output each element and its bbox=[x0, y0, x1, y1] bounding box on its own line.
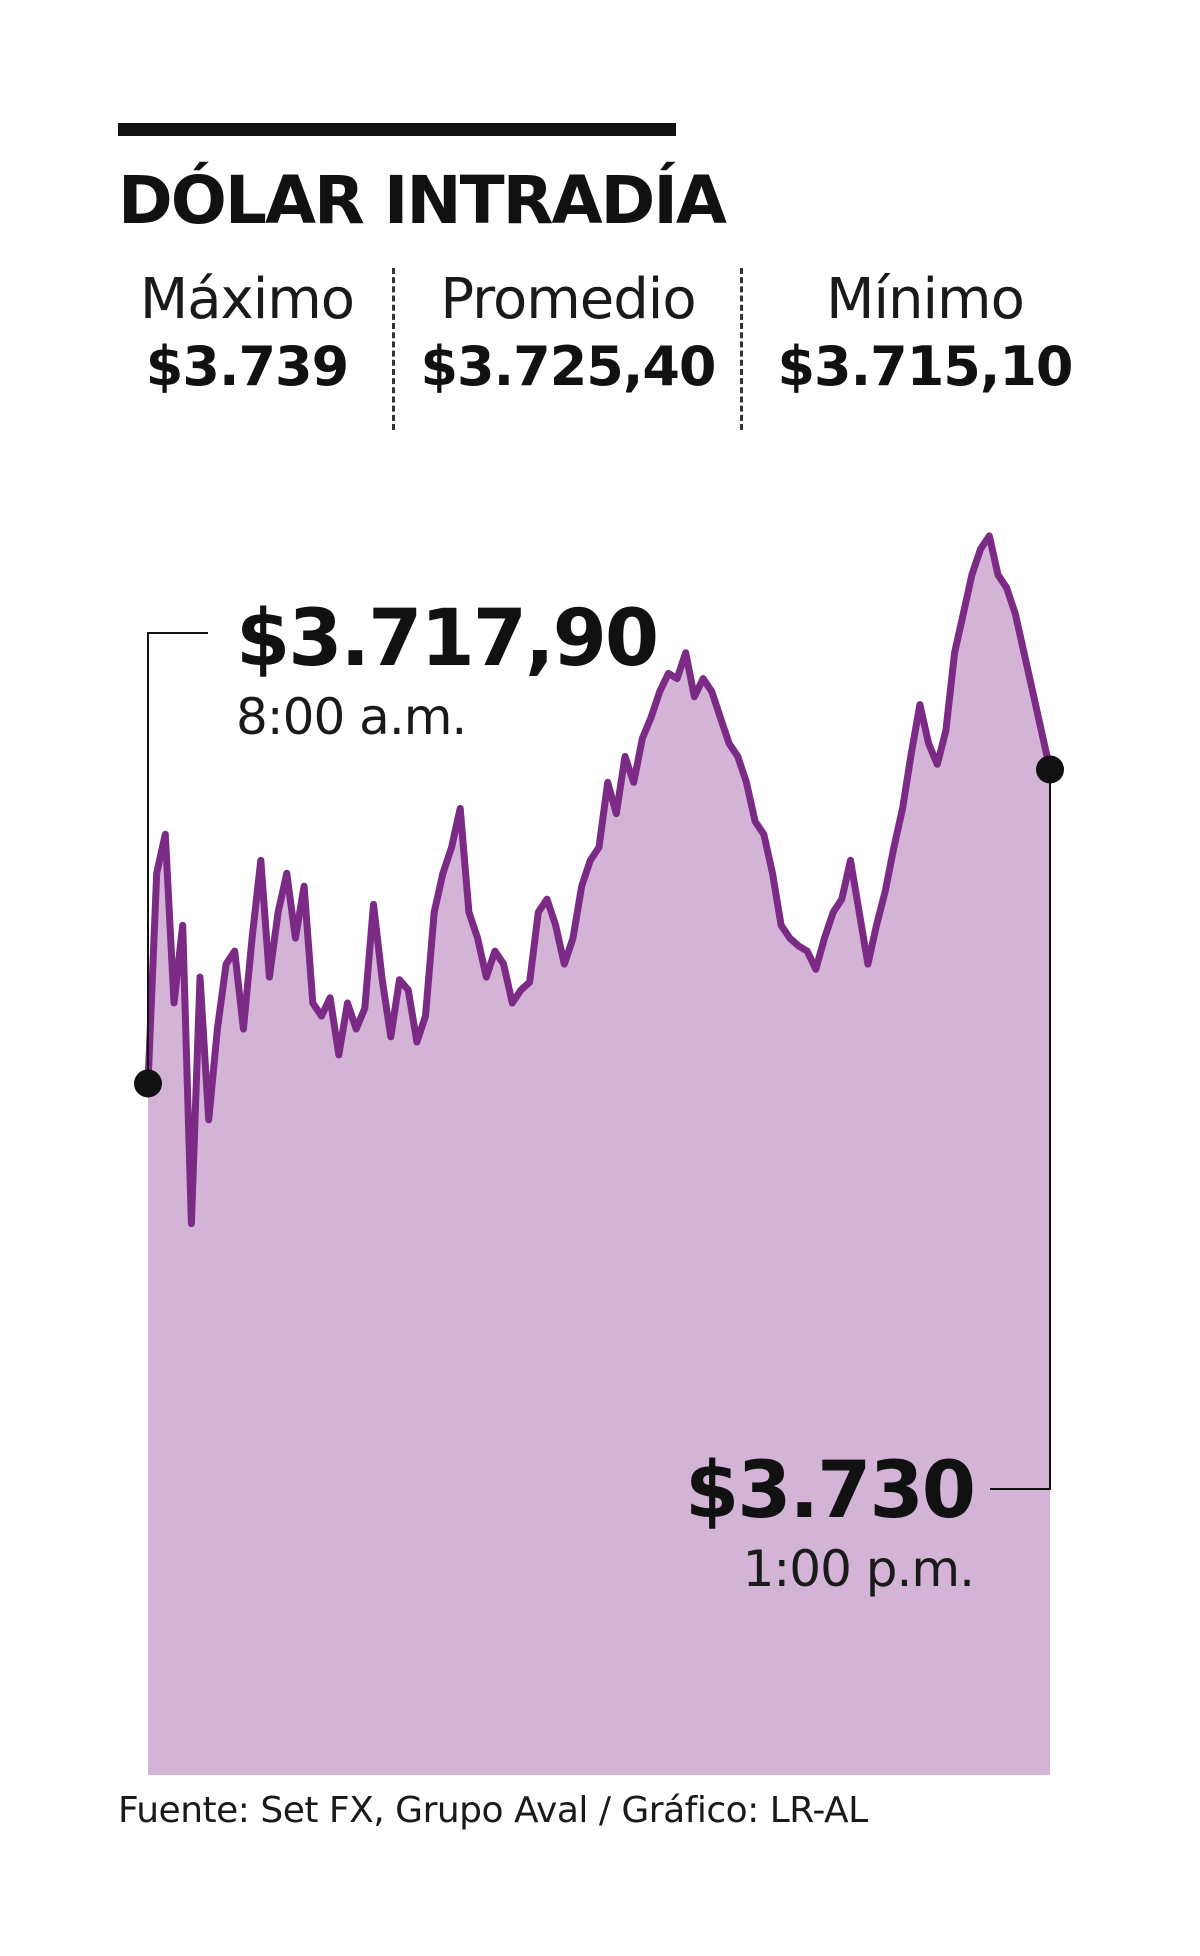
opening-price: $3.717,90 bbox=[236, 594, 659, 684]
stat-minimum-value: $3.715,10 bbox=[777, 335, 1073, 398]
closing-time: 1:00 p.m. bbox=[742, 1540, 975, 1598]
stat-divider bbox=[740, 268, 743, 430]
stat-maximum: Máximo $3.739 bbox=[118, 272, 376, 394]
opening-leader-line bbox=[147, 632, 208, 1084]
closing-leader-line bbox=[990, 769, 1051, 1490]
stat-divider bbox=[392, 268, 395, 430]
chart-title: DÓLAR INTRADÍA bbox=[118, 162, 727, 239]
stat-maximum-label: Máximo bbox=[139, 267, 355, 332]
opening-time: 8:00 a.m. bbox=[236, 688, 467, 746]
stat-minimum: Mínimo $3.715,10 bbox=[760, 272, 1090, 394]
opening-callout: $3.717,90 8:00 a.m. bbox=[236, 594, 659, 746]
closing-point bbox=[1036, 755, 1064, 784]
opening-point bbox=[134, 1069, 162, 1098]
stat-average-label: Promedio bbox=[440, 267, 696, 332]
closing-price: $3.730 bbox=[685, 1446, 976, 1536]
source-credit: Fuente: Set FX, Grupo Aval / Gráfico: LR… bbox=[118, 1790, 868, 1831]
title-rule bbox=[118, 123, 676, 136]
stat-maximum-value: $3.739 bbox=[145, 335, 349, 398]
stat-average-value: $3.725,40 bbox=[420, 335, 716, 398]
closing-callout: $3.730 1:00 p.m. bbox=[685, 1446, 976, 1598]
area-fill bbox=[148, 535, 1050, 1775]
stat-average: Promedio $3.725,40 bbox=[400, 272, 736, 394]
stat-minimum-label: Mínimo bbox=[826, 267, 1025, 332]
price-line bbox=[144, 532, 1054, 1228]
